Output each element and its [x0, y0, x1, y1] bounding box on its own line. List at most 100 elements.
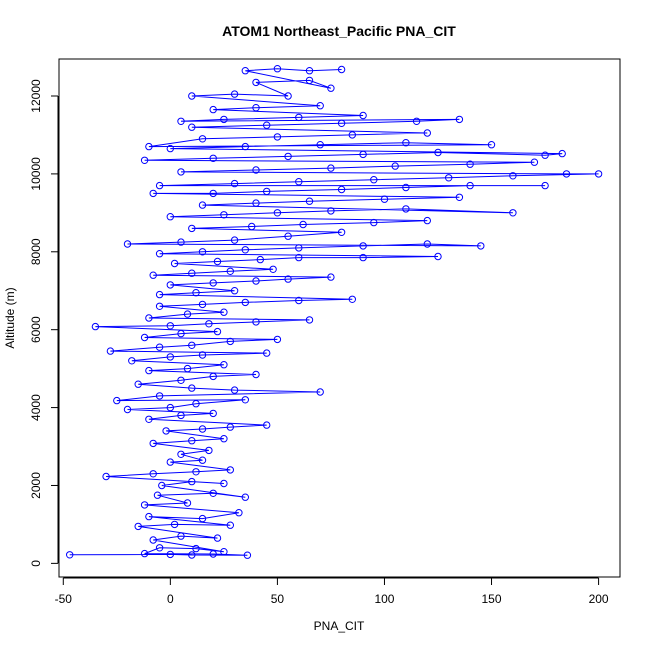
- data-point: [284, 275, 292, 283]
- y-tick-label: 2000: [29, 472, 43, 499]
- data-point: [198, 456, 207, 464]
- x-tick-label: 0: [167, 592, 174, 606]
- data-point: [220, 435, 228, 443]
- data-point: [423, 240, 431, 248]
- data-point: [188, 224, 196, 233]
- x-tick-label: 100: [374, 592, 394, 606]
- data-point: [402, 183, 410, 192]
- data-point: [149, 536, 157, 544]
- data-point: [209, 550, 217, 558]
- data-point: [252, 104, 260, 112]
- data-point: [252, 318, 260, 326]
- data-point: [541, 151, 549, 159]
- data-point: [284, 152, 292, 161]
- data-point: [166, 550, 175, 559]
- data-point: [149, 470, 157, 478]
- data-point: [166, 213, 175, 221]
- data-point: [188, 92, 196, 100]
- data-point: [205, 320, 213, 328]
- data-point: [198, 351, 207, 359]
- data-point: [252, 199, 260, 207]
- data-point: [477, 242, 485, 250]
- data-point: [134, 380, 142, 388]
- data-point: [113, 396, 121, 405]
- data-point: [263, 421, 271, 429]
- data-point: [177, 450, 185, 458]
- data-point: [188, 269, 196, 277]
- data-point: [192, 289, 200, 297]
- data-point: [327, 84, 335, 92]
- data-point: [530, 158, 539, 166]
- data-point: [256, 255, 264, 264]
- data-point: [220, 548, 228, 556]
- data-point: [149, 189, 157, 198]
- plot-frame: [58, 58, 621, 578]
- data-point: [170, 259, 179, 268]
- data-point: [145, 415, 153, 423]
- data-point: [295, 178, 303, 186]
- data-point: [252, 166, 260, 174]
- data-point: [241, 142, 250, 151]
- data-point: [188, 437, 196, 445]
- data-point: [295, 296, 303, 305]
- data-point: [145, 512, 153, 521]
- data-point: [183, 364, 192, 373]
- data-point: [188, 384, 196, 392]
- data-point: [155, 181, 164, 190]
- x-tick-label: 50: [271, 592, 285, 606]
- data-point: [198, 300, 207, 309]
- y-axis: 0 2000 4000 6000 8000 10000 12000: [29, 79, 59, 567]
- data-point: [594, 170, 603, 178]
- series-polyline: [69, 68, 599, 556]
- data-point: [337, 119, 346, 128]
- data-point: [226, 521, 235, 529]
- data-point: [434, 148, 442, 157]
- data-point: [273, 335, 282, 344]
- data-point: [509, 172, 517, 180]
- data-point: [327, 273, 335, 281]
- data-point: [192, 544, 200, 553]
- chart-title: ATOM1 Northeast_Pacific PNA_CIT: [222, 23, 456, 39]
- data-point: [155, 392, 164, 400]
- data-point: [455, 193, 464, 202]
- data-point: [188, 123, 196, 131]
- data-point: [316, 102, 324, 110]
- data-point: [177, 117, 185, 126]
- data-point: [423, 129, 431, 137]
- data-point: [359, 253, 367, 262]
- data-point: [226, 337, 235, 346]
- data-point: [145, 142, 153, 151]
- data-point: [91, 322, 100, 331]
- data-point: [166, 281, 175, 289]
- data-point: [140, 156, 149, 165]
- x-tick-label: 200: [589, 592, 609, 606]
- data-point: [102, 472, 110, 481]
- data-point: [205, 446, 213, 455]
- data-point: [166, 144, 175, 153]
- data-point: [305, 316, 314, 324]
- x-tick-label: -50: [55, 592, 73, 606]
- data-point: [123, 405, 132, 414]
- data-point: [434, 252, 442, 261]
- data-point: [316, 141, 324, 149]
- data-point: [252, 277, 260, 285]
- data-point: [509, 209, 517, 217]
- data-point: [209, 189, 217, 198]
- data-point: [198, 514, 207, 523]
- data-point: [166, 403, 175, 412]
- data-point: [188, 477, 196, 486]
- data-point: [209, 489, 217, 497]
- data-point: [391, 162, 399, 170]
- data-point: [155, 290, 164, 299]
- data-point: [487, 141, 496, 149]
- data-point: [380, 195, 389, 203]
- x-axis-label: PNA_CIT: [314, 619, 365, 633]
- data-point: [145, 314, 153, 322]
- data-point: [155, 544, 164, 552]
- data-point: [220, 361, 228, 369]
- y-tick-label: 12000: [29, 79, 43, 113]
- data-point: [295, 253, 303, 262]
- data-point: [140, 501, 149, 509]
- data-point: [220, 211, 228, 219]
